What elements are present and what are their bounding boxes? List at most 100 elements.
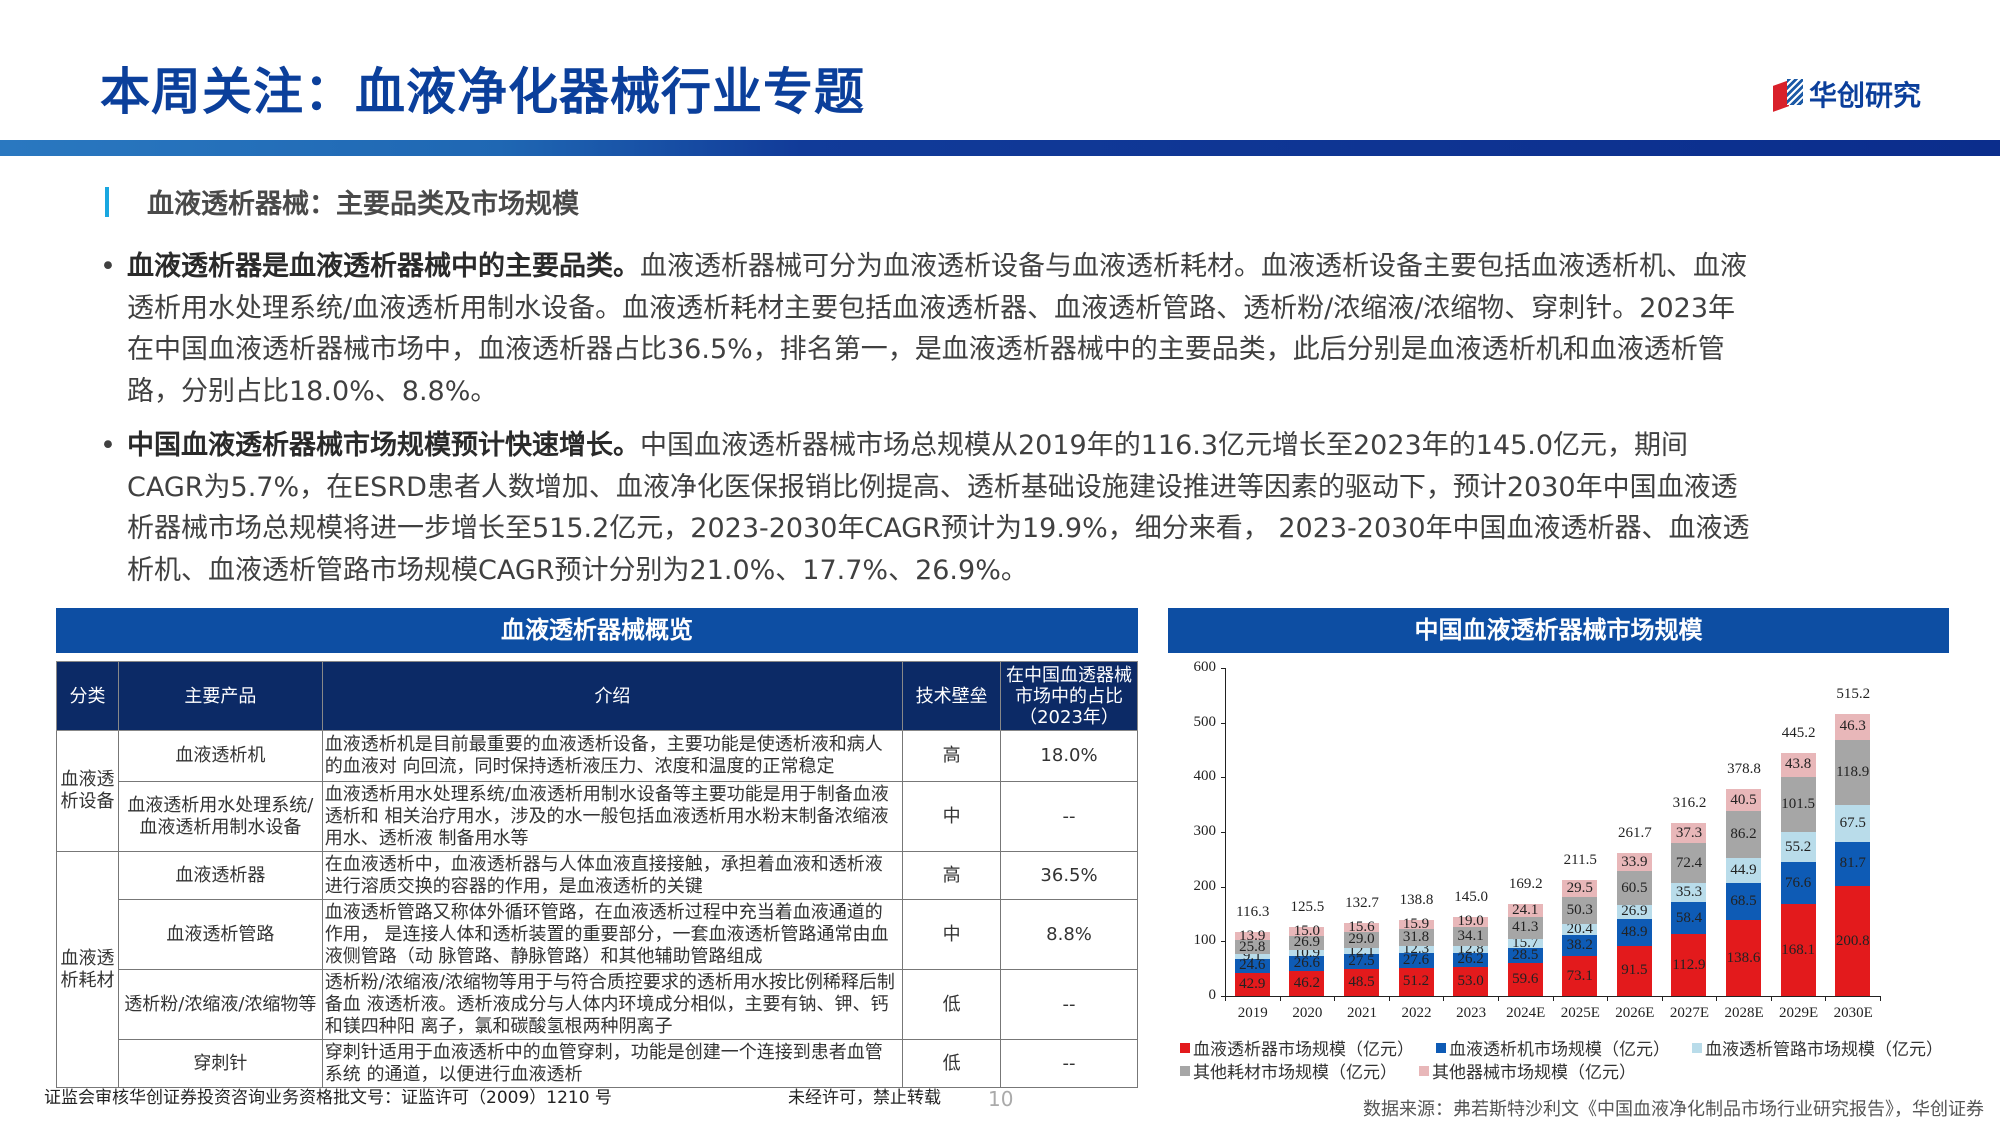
bar-segment: 51.2 bbox=[1398, 968, 1434, 996]
bar-segment: 46.2 bbox=[1289, 970, 1325, 996]
bar-segment: 38.2 bbox=[1562, 935, 1598, 957]
bar-segment: 58.4 bbox=[1671, 902, 1707, 935]
x-tick-label: 2021 bbox=[1346, 1005, 1377, 1021]
x-tick-mark bbox=[1661, 996, 1663, 1001]
bar-segment: 60.5 bbox=[1616, 871, 1652, 905]
table-row: 穿刺针 穿刺针适用于血液透析中的血管穿刺，功能是创建一个连接到患者血管系统 的通… bbox=[57, 1039, 1138, 1088]
header-product: 主要产品 bbox=[117, 661, 323, 731]
bar-segment: 12.8 bbox=[1453, 941, 1489, 957]
x-tick-mark bbox=[1716, 996, 1718, 1001]
bar-segment: 33.9 bbox=[1616, 852, 1652, 872]
section-heading: 血液透析器械：主要品类及市场规模 bbox=[105, 182, 579, 221]
bar-segment: 19.0 bbox=[1453, 913, 1489, 929]
bar-total-label: 132.7 bbox=[1345, 895, 1379, 912]
bar-total-label: 116.3 bbox=[1236, 904, 1270, 921]
category-cell: 血液透析耗材 bbox=[56, 851, 119, 1088]
table-row: 透析粉/浓缩液/浓缩物等 透析粉/浓缩液/浓缩物等用于与符合质控要求的透析用水按… bbox=[57, 969, 1138, 1040]
bar-segment: 50.3 bbox=[1562, 896, 1598, 924]
bar-segment: 48.5 bbox=[1343, 969, 1379, 996]
bar-segment: 20.4 bbox=[1562, 921, 1598, 937]
bar-segment: 67.5 bbox=[1835, 804, 1871, 842]
x-tick-mark bbox=[1552, 996, 1554, 1001]
x-tick-mark bbox=[1497, 996, 1499, 1001]
bar-segment: 15.9 bbox=[1398, 916, 1434, 932]
share-cell: 18.0% bbox=[1000, 730, 1138, 782]
page-title: 本周关注：血液净化器械行业专题 bbox=[100, 63, 865, 121]
copyright-notice: 未经许可，禁止转载 bbox=[788, 1088, 941, 1108]
x-tick-label: 2027E bbox=[1669, 1005, 1710, 1021]
section-accent-bar bbox=[105, 186, 109, 217]
table-row: 血液透析用水处理系统/血液透析用制水设备 血液透析用水处理系统/血液透析用制水设… bbox=[57, 781, 1138, 852]
legend-item: 血液透析器市场规模（亿元） bbox=[1180, 1035, 1414, 1060]
y-tick-mark bbox=[1221, 832, 1225, 833]
bar-segment: 24.6 bbox=[1234, 957, 1270, 973]
legend-item: 其他耗材市场规模（亿元） bbox=[1180, 1058, 1397, 1083]
bar-segment: 81.7 bbox=[1835, 841, 1871, 887]
logo-text: 华创研究 bbox=[1809, 79, 1922, 112]
data-source: 数据来源：弗若斯特沙利文《中国血液净化制品市场行业研究报告》，华创证券 bbox=[1363, 1099, 1984, 1120]
bar-segment: 168.1 bbox=[1780, 904, 1816, 996]
x-tick-mark bbox=[1880, 996, 1881, 1001]
bar-total-label: 316.2 bbox=[1672, 795, 1707, 812]
stacked-bar-chart: 0 100 200 300 400 500 600 42.9 24.6 9.1 25.8 13.9 11… bbox=[1168, 655, 1958, 1035]
x-tick-label: 2022 bbox=[1401, 1005, 1432, 1021]
y-tick-label: 200 bbox=[1193, 877, 1217, 894]
barrier-cell: 高 bbox=[902, 730, 1002, 782]
bar-segment: 24.1 bbox=[1507, 902, 1543, 918]
intro-cell: 穿刺针适用于血液透析中的血管穿刺，功能是创建一个连接到患者血管系统 的通道，以便… bbox=[321, 1039, 904, 1088]
bar-segment: 112.9 bbox=[1671, 934, 1707, 996]
legend-item: 其他器械市场规模（亿元） bbox=[1419, 1058, 1636, 1083]
legend-swatch-icon bbox=[1419, 1065, 1429, 1076]
share-cell: 8.8% bbox=[1000, 899, 1138, 970]
y-tick-mark bbox=[1221, 996, 1225, 997]
bar-total-label: 378.8 bbox=[1727, 760, 1761, 777]
bar-segment: 44.9 bbox=[1726, 858, 1762, 883]
y-tick-label: 100 bbox=[1193, 932, 1217, 949]
product-cell: 穿刺针 bbox=[117, 1039, 323, 1088]
paragraph-lead: 中国血液透析器械市场规模预计快速增长。 bbox=[127, 430, 640, 461]
bar-segment: 46.3 bbox=[1835, 714, 1871, 740]
share-cell: -- bbox=[1000, 1039, 1138, 1088]
legend-label: 血液透析管路市场规模（亿元） bbox=[1705, 1040, 1943, 1060]
x-tick-mark bbox=[1388, 996, 1390, 1001]
bar-segment: 34.1 bbox=[1453, 927, 1489, 946]
bullet-paragraph: • 血液透析器是血液透析器械中的主要品类。血液透析器械可分为血液透析设备与血液透… bbox=[100, 246, 1750, 412]
x-tick-label: 2024E bbox=[1506, 1005, 1546, 1021]
bar-segment: 40.5 bbox=[1726, 788, 1762, 812]
table-title: 血液透析器械概览 bbox=[56, 608, 1138, 653]
bar-segment: 91.5 bbox=[1616, 945, 1652, 996]
license-note: 证监会审核华创证券投资咨询业务资格批文号：证监许可（2009）1210 号 bbox=[44, 1088, 612, 1108]
bar-total-label: 211.5 bbox=[1563, 852, 1597, 869]
intro-cell: 血液透析管路又称体外循环管路，在血液透析过程中充当着血液通道的作用， 是连接人体… bbox=[321, 899, 904, 970]
barrier-cell: 低 bbox=[902, 969, 1002, 1040]
bar-total-label: 261.7 bbox=[1618, 824, 1652, 841]
table-header-row: 分类 主要产品 介绍 技术壁垒 在中国血透器械市场中的占比（2023年） bbox=[56, 661, 1138, 731]
x-tick-label: 2025E bbox=[1560, 1005, 1600, 1021]
bullet-icon: • bbox=[100, 430, 116, 461]
bar-segment: 15.7 bbox=[1507, 935, 1543, 951]
barrier-cell: 高 bbox=[902, 851, 1002, 900]
bar-segment: 73.1 bbox=[1562, 956, 1598, 996]
legend-label: 血液透析机市场规模（亿元） bbox=[1449, 1040, 1670, 1060]
y-tick-label: 400 bbox=[1193, 768, 1217, 785]
table-row: 血液透析管路 血液透析管路又称体外循环管路，在血液透析过程中充当着血液通道的作用… bbox=[57, 899, 1138, 970]
header-barrier: 技术壁垒 bbox=[902, 661, 1002, 731]
bar-segment: 12.1 bbox=[1343, 943, 1379, 959]
bar-segment: 27.5 bbox=[1343, 953, 1379, 970]
legend-label: 其他器械市场规模（亿元） bbox=[1432, 1063, 1636, 1083]
bar-segment: 26.9 bbox=[1289, 934, 1325, 950]
logo-icon bbox=[1773, 79, 1803, 112]
x-tick-label: 2023 bbox=[1456, 1005, 1487, 1021]
share-cell: -- bbox=[1000, 781, 1138, 852]
legend-label: 其他耗材市场规模（亿元） bbox=[1193, 1063, 1397, 1083]
x-tick-label: 2029E bbox=[1779, 1005, 1819, 1021]
legend-swatch-icon bbox=[1180, 1042, 1190, 1053]
bar-segment: 68.5 bbox=[1726, 882, 1762, 921]
bar-segment: 27.6 bbox=[1398, 952, 1434, 968]
bar-total-label: 515.2 bbox=[1836, 686, 1871, 703]
header-band bbox=[0, 140, 2000, 156]
x-tick-mark bbox=[1607, 996, 1609, 1001]
x-tick-label: 2019 bbox=[1237, 1005, 1268, 1021]
bar-segment: 26.2 bbox=[1453, 951, 1489, 967]
x-tick-mark bbox=[1770, 996, 1772, 1001]
